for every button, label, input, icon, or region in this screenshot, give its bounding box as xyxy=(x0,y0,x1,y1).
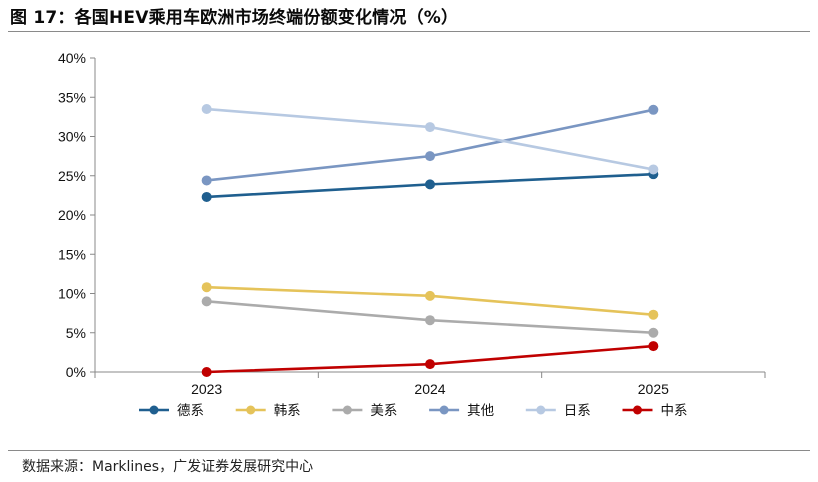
y-tick-label: 15% xyxy=(58,246,86,262)
legend-marker xyxy=(536,405,546,415)
legend-marker xyxy=(439,405,449,415)
legend-marker xyxy=(633,405,642,415)
data-point xyxy=(201,175,212,186)
legend-label: 其他 xyxy=(467,403,494,418)
legend-marker xyxy=(246,405,256,415)
data-point xyxy=(425,151,435,162)
y-tick-label: 10% xyxy=(58,286,86,302)
legend-item: 日系 xyxy=(525,403,591,418)
x-tick-label: 2024 xyxy=(414,381,445,397)
legend: 德系 韩系 美系 其他 日系 中系 xyxy=(139,403,688,418)
y-tick-label: 5% xyxy=(66,325,86,341)
y-tick-label: 25% xyxy=(58,168,86,184)
legend-item: 韩系 xyxy=(235,403,301,418)
legend-marker xyxy=(149,405,159,415)
series-points xyxy=(201,104,659,377)
legend-label: 日系 xyxy=(564,403,591,418)
legend-item: 美系 xyxy=(332,403,397,418)
data-point xyxy=(425,315,435,326)
data-point xyxy=(648,309,659,320)
x-axis: 2023 2024 2025 xyxy=(94,371,766,397)
data-point xyxy=(648,164,659,175)
top-divider xyxy=(8,31,810,32)
legend-item: 其他 xyxy=(429,403,494,418)
data-point xyxy=(201,282,212,293)
y-tick-label: 35% xyxy=(58,89,86,105)
data-point xyxy=(201,191,212,202)
x-tick-label: 2023 xyxy=(191,381,222,397)
series-line xyxy=(205,108,655,182)
data-point xyxy=(201,367,212,377)
data-point xyxy=(425,359,435,370)
legend-label: 美系 xyxy=(370,403,397,418)
data-point xyxy=(425,290,435,301)
legend-item: 中系 xyxy=(622,403,688,418)
legend-label: 中系 xyxy=(661,403,688,418)
y-tick-label: 0% xyxy=(66,364,86,380)
x-tick-label: 2025 xyxy=(638,381,669,397)
data-point xyxy=(201,104,212,115)
data-point xyxy=(425,122,435,133)
data-point xyxy=(648,327,659,338)
y-axis: 0% 5% 10% 15% 20% 25% 30% 35% 40% xyxy=(58,50,96,380)
line-chart: 0% 5% 10% 15% 20% 25% 30% 35% 40% 2023 2024 2025 德… xyxy=(58,50,766,418)
data-point xyxy=(425,179,435,190)
data-point xyxy=(201,296,212,307)
legend-marker xyxy=(342,405,352,415)
source-note: 数据来源：Marklines，广发证券发展研究中心 xyxy=(22,459,314,475)
y-tick-label: 40% xyxy=(58,50,86,66)
y-tick-label: 30% xyxy=(58,129,86,145)
data-point xyxy=(648,104,659,115)
legend-label: 德系 xyxy=(177,403,204,418)
legend-label: 韩系 xyxy=(274,403,301,418)
y-tick-label: 20% xyxy=(58,207,86,223)
chart-title: 图 17：各国HEV乘用车欧洲市场终端份额变化情况（%） xyxy=(10,8,459,28)
legend-item: 德系 xyxy=(139,403,204,418)
series-lines xyxy=(205,107,655,374)
bottom-divider xyxy=(8,450,810,451)
data-point xyxy=(648,341,659,352)
